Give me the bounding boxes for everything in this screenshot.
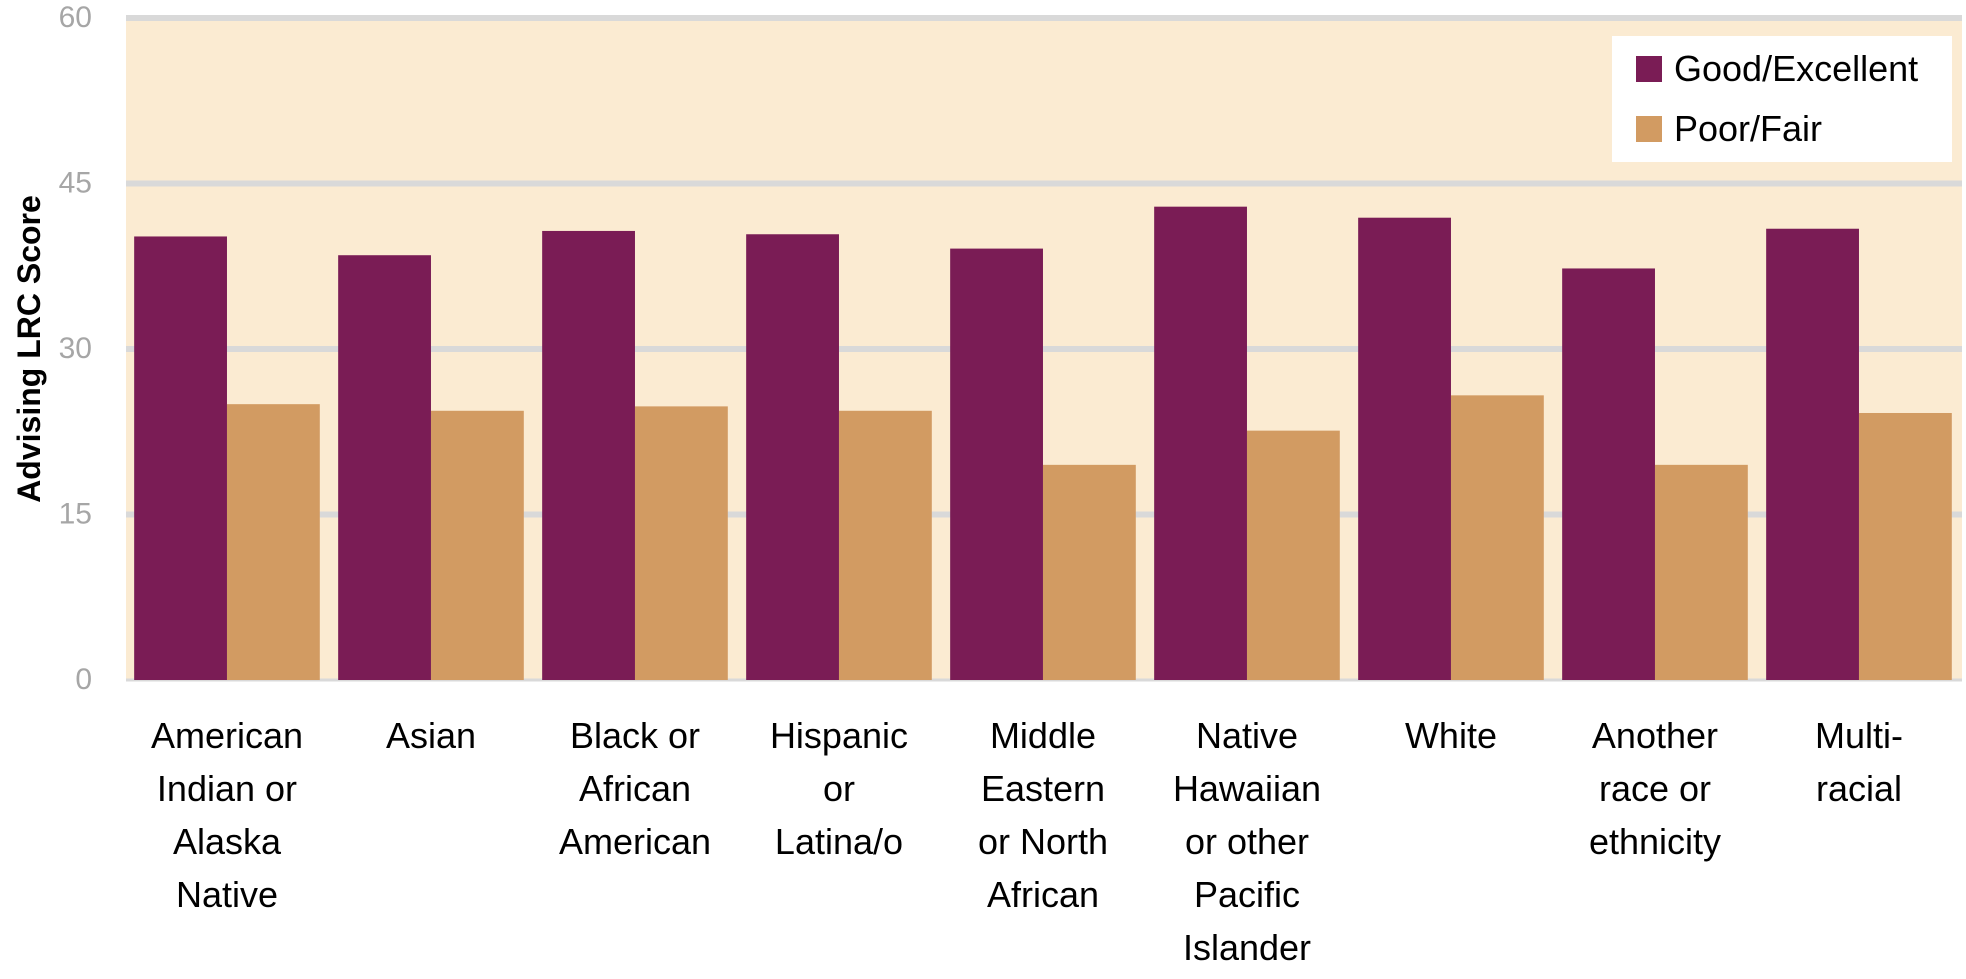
- x-category-label: American: [151, 715, 303, 756]
- bar-good-excellent: [542, 230, 635, 680]
- bar-good-excellent: [1562, 268, 1655, 680]
- x-category-label: ethnicity: [1589, 821, 1721, 862]
- x-category-label: African: [579, 768, 691, 809]
- x-category-label: White: [1405, 715, 1497, 756]
- x-category-label: Black or: [570, 715, 700, 756]
- x-category-label: Another: [1592, 715, 1718, 756]
- legend-label: Poor/Fair: [1674, 108, 1822, 149]
- legend-box: [1612, 36, 1952, 162]
- x-category-label: Pacific: [1194, 874, 1300, 915]
- y-tick-label: 0: [75, 663, 92, 696]
- y-tick-label: 15: [59, 498, 92, 531]
- y-tick-label: 30: [59, 332, 92, 365]
- y-tick-label: 60: [59, 1, 92, 34]
- bar-poor-fair: [1858, 412, 1952, 680]
- bar-poor-fair: [430, 410, 524, 680]
- bar-good-excellent: [950, 248, 1043, 680]
- bar-poor-fair: [634, 406, 728, 680]
- x-category-label: Multi-: [1815, 715, 1903, 756]
- x-category-label: Middle: [990, 715, 1096, 756]
- x-category-label: Indian or: [157, 768, 297, 809]
- x-category-label: race or: [1599, 768, 1711, 809]
- legend-swatch: [1636, 56, 1662, 82]
- x-category-label: Native: [176, 874, 278, 915]
- bar-good-excellent: [1766, 228, 1859, 680]
- bar-poor-fair: [226, 404, 320, 680]
- x-category-label: racial: [1816, 768, 1902, 809]
- bar-good-excellent: [1358, 217, 1451, 680]
- x-category-label: African: [987, 874, 1099, 915]
- x-category-label: or: [823, 768, 855, 809]
- x-category-label: or other: [1185, 821, 1309, 862]
- bar-poor-fair: [1246, 430, 1340, 680]
- y-tick-label: 45: [59, 167, 92, 200]
- bar-poor-fair: [1042, 464, 1136, 680]
- y-axis-label: Advising LRC Score: [11, 195, 47, 503]
- legend-swatch: [1636, 116, 1662, 142]
- bar-good-excellent: [338, 255, 431, 680]
- bar-good-excellent: [746, 234, 839, 680]
- x-category-label: Latina/o: [775, 821, 903, 862]
- x-category-label: Native: [1196, 715, 1298, 756]
- bar-good-excellent: [134, 236, 227, 680]
- x-category-label: Hispanic: [770, 715, 908, 756]
- bar-poor-fair: [838, 410, 932, 680]
- x-category-label: or North: [978, 821, 1108, 862]
- bar-good-excellent: [1154, 206, 1247, 681]
- x-category-label: American: [559, 821, 711, 862]
- bar-poor-fair: [1450, 395, 1544, 680]
- x-category-label: Hawaiian: [1173, 768, 1321, 809]
- x-category-label: Islander: [1183, 927, 1311, 968]
- bar-poor-fair: [1654, 464, 1748, 680]
- x-category-label: Asian: [386, 715, 476, 756]
- x-category-label: Eastern: [981, 768, 1105, 809]
- x-category-label: Alaska: [173, 821, 282, 862]
- legend-label: Good/Excellent: [1674, 48, 1918, 89]
